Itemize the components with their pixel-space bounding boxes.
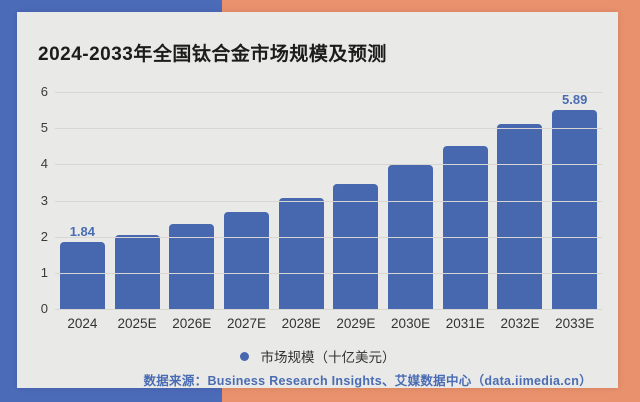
bar-slot: 1.84	[55, 92, 110, 309]
gridline	[55, 236, 602, 238]
legend-marker-icon	[239, 351, 249, 361]
gridline	[55, 200, 602, 202]
bar-value-label: 5.89	[562, 92, 588, 107]
gridline	[55, 92, 602, 93]
bar-2032E	[497, 123, 543, 309]
x-axis-label-2027E: 2027E	[226, 316, 266, 331]
x-axis-label-2032E: 2032E	[500, 316, 540, 331]
x-axis-label-2030E: 2030E	[391, 316, 431, 331]
data-source-row: 数据来源：Business Research Insights、艾媒数据中心（d…	[17, 370, 618, 389]
gridline	[55, 164, 602, 166]
x-axis-labels: 2024 2025E 2026E 2027E 2028E 2029E 2030E 2031E 2…	[55, 316, 602, 331]
x-axis-label-2028E: 2028E	[281, 316, 321, 331]
legend: 市场规模（十亿美元）	[17, 346, 618, 366]
bar-2024	[59, 242, 105, 309]
bar-2027E	[223, 212, 269, 309]
y-axis-tick-label: 1	[40, 264, 48, 280]
y-axis-tick-label: 2	[40, 228, 48, 244]
legend-label: 市场规模（十亿美元）	[260, 350, 396, 365]
chart-title: 2024-2033年全国钛合金市场规模及预测	[38, 44, 387, 65]
y-axis-tick-label: 4	[40, 156, 48, 172]
x-axis-label-2031E: 2031E	[445, 316, 485, 331]
bar-2028E	[278, 198, 324, 309]
x-axis-label-2026E: 2026E	[172, 316, 212, 331]
bar-value-label: 1.84	[69, 224, 95, 240]
bar-slot	[164, 92, 219, 309]
x-axis-label-2024: 2024	[67, 316, 98, 331]
plot-area: 1.84 5.89	[55, 92, 602, 310]
y-axis-tick-label: 0	[40, 301, 48, 316]
bar-2025E	[114, 234, 160, 309]
bar-2026E	[169, 223, 215, 309]
data-source-text: 数据来源：Business Research Insights、艾媒数据中心（d…	[143, 374, 592, 388]
bar-slot	[329, 92, 384, 309]
gridline	[55, 309, 602, 310]
x-axis-label-2033E: 2033E	[555, 316, 595, 331]
x-axis-label-2029E: 2029E	[336, 316, 376, 331]
bar-slot	[438, 92, 493, 309]
gridline	[55, 128, 602, 130]
y-axis-tick-label: 6	[40, 84, 48, 99]
chart-card: 2024-2033年全国钛合金市场规模及预测 1.84 5.89 2024 2025…	[17, 12, 618, 388]
gridline	[55, 272, 602, 274]
y-axis-tick-label: 5	[40, 120, 48, 136]
bar-slot	[110, 92, 165, 309]
bar-slot	[219, 92, 274, 309]
y-axis-tick-label: 3	[40, 192, 48, 208]
bars-container: 1.84 5.89	[55, 92, 602, 309]
bar-slot: 5.89	[547, 92, 602, 309]
bar-2031E	[442, 146, 488, 309]
x-axis-label-2025E: 2025E	[117, 316, 157, 331]
bar-2033E	[552, 110, 598, 309]
bar-slot	[493, 92, 548, 309]
bar-slot	[274, 92, 329, 309]
bar-2029E	[333, 183, 379, 309]
